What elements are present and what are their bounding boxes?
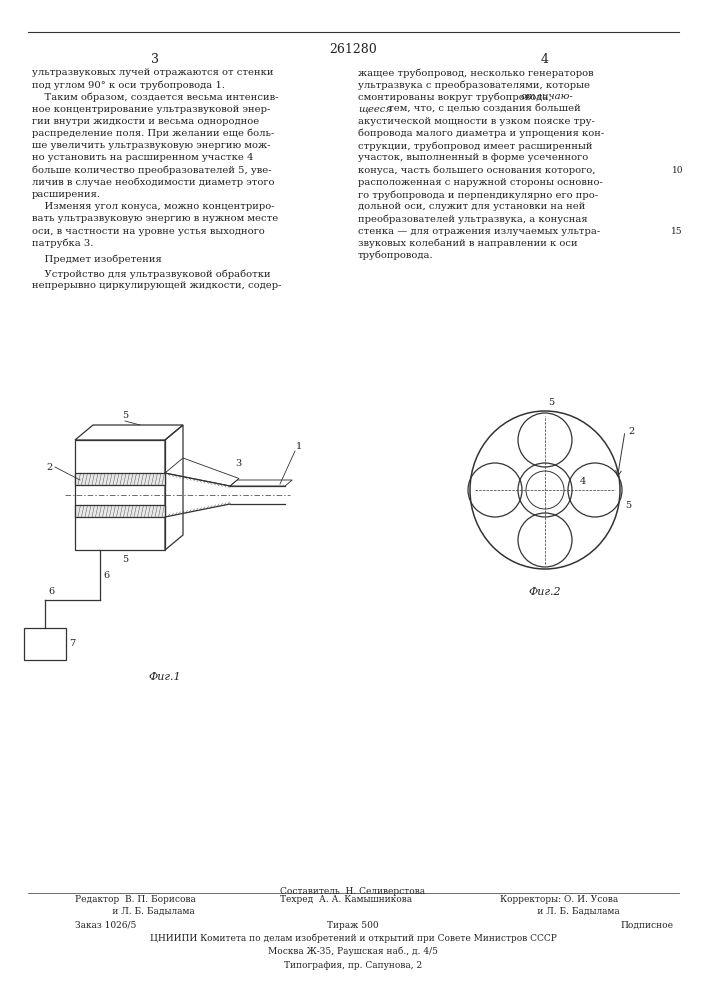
Text: непрерывно циркулирующей жидкости, содер-: непрерывно циркулирующей жидкости, содер…: [32, 281, 281, 290]
Text: 15: 15: [672, 227, 683, 236]
Text: 5: 5: [625, 500, 631, 510]
Bar: [75, 473, 165, 485]
Text: дольной оси, служит для установки на ней: дольной оси, служит для установки на ней: [358, 202, 585, 211]
Text: ное концентрирование ультразвуковой энер-: ное концентрирование ультразвуковой энер…: [32, 105, 270, 114]
Text: патрубка 3.: патрубка 3.: [32, 239, 93, 248]
Text: 261280: 261280: [329, 43, 377, 56]
Text: гии внутри жидкости и весьма однородное: гии внутри жидкости и весьма однородное: [32, 117, 259, 126]
Text: участок, выполненный в форме усеченного: участок, выполненный в форме усеченного: [358, 153, 588, 162]
Text: 4: 4: [580, 478, 586, 487]
Text: Таким образом, создается весьма интенсив-: Таким образом, создается весьма интенсив…: [32, 92, 279, 102]
Text: отличаю-: отличаю-: [521, 92, 574, 101]
Text: конуса, часть большего основания которого,: конуса, часть большего основания которог…: [358, 166, 595, 175]
Text: 2: 2: [628, 426, 634, 436]
Text: Типография, пр. Сапунова, 2: Типография, пр. Сапунова, 2: [284, 961, 422, 970]
Text: 2: 2: [47, 462, 53, 472]
Text: Подписное: Подписное: [620, 921, 673, 930]
Text: и Л. Б. Бадылама: и Л. Б. Бадылама: [75, 907, 194, 916]
Text: Техред  А. А. Камышникова: Техред А. А. Камышникова: [280, 895, 412, 904]
Text: ше увеличить ультразвуковую энергию мож-: ше увеличить ультразвуковую энергию мож-: [32, 141, 271, 150]
Text: го трубопровода и перпендикулярно его про-: го трубопровода и перпендикулярно его пр…: [358, 190, 598, 200]
Text: Предмет изобретения: Предмет изобретения: [32, 255, 162, 264]
Text: но установить на расширенном участке 4: но установить на расширенном участке 4: [32, 153, 254, 162]
Text: тем, что, с целью создания большей: тем, что, с целью создания большей: [385, 105, 580, 114]
Text: Устройство для ультразвуковой обработки: Устройство для ультразвуковой обработки: [32, 269, 271, 279]
Text: жащее трубопровод, несколько генераторов: жащее трубопровод, несколько генераторов: [358, 68, 594, 78]
Text: Тираж 500: Тираж 500: [327, 921, 379, 930]
Text: расположенная с наружной стороны основно-: расположенная с наружной стороны основно…: [358, 178, 603, 187]
Text: ультразвука с преобразователями, которые: ультразвука с преобразователями, которые: [358, 80, 590, 90]
Text: больше количество преобразователей 5, уве-: больше количество преобразователей 5, ув…: [32, 166, 271, 175]
Text: ультразвуковых лучей отражаются от стенки: ультразвуковых лучей отражаются от стенк…: [32, 68, 274, 77]
Text: акустической мощности в узком пояске тру-: акустической мощности в узком пояске тру…: [358, 117, 595, 126]
Text: Заказ 1026/5: Заказ 1026/5: [75, 921, 136, 930]
Text: преобразователей ультразвука, а конусная: преобразователей ультразвука, а конусная: [358, 214, 588, 224]
Text: Редактор  В. П. Борисова: Редактор В. П. Борисова: [75, 895, 196, 904]
Text: 4: 4: [541, 53, 549, 66]
Text: Фиг.1: Фиг.1: [148, 672, 181, 682]
Text: струкции, трубопровод имеет расширенный: струкции, трубопровод имеет расширенный: [358, 141, 592, 151]
Text: Корректоры: О. И. Усова: Корректоры: О. И. Усова: [500, 895, 618, 904]
Text: Москва Ж-35, Раушская наб., д. 4/5: Москва Ж-35, Раушская наб., д. 4/5: [268, 946, 438, 956]
Text: 5: 5: [122, 411, 128, 420]
Text: Фиг.2: Фиг.2: [529, 587, 561, 597]
Text: 3: 3: [235, 459, 241, 468]
Text: стенка — для отражения излучаемых ультра-: стенка — для отражения излучаемых ультра…: [358, 227, 600, 236]
Text: 1: 1: [296, 442, 303, 451]
Text: трубопровода.: трубопровода.: [358, 251, 433, 260]
Text: ЦНИИПИ Комитета по делам изобретений и открытий при Совете Министров СССР: ЦНИИПИ Комитета по делам изобретений и о…: [150, 934, 556, 943]
Text: смонтированы вокруг трубопровода,: смонтированы вокруг трубопровода,: [358, 92, 555, 102]
Bar: [24, 628, 66, 660]
Text: 5: 5: [548, 398, 554, 407]
Text: вать ультразвуковую энергию в нужном месте: вать ультразвуковую энергию в нужном мес…: [32, 214, 279, 223]
Text: 6: 6: [103, 570, 109, 580]
Bar: [75, 440, 165, 550]
Text: и Л. Б. Бадылама: и Л. Б. Бадылама: [500, 907, 620, 916]
Text: 10: 10: [672, 166, 683, 175]
Text: оси, в частности на уровне устья выходного: оси, в частности на уровне устья выходно…: [32, 227, 264, 236]
Text: под углом 90° к оси трубопровода 1.: под углом 90° к оси трубопровода 1.: [32, 80, 225, 90]
Bar: [75, 505, 165, 517]
Text: личив в случае необходимости диаметр этого: личив в случае необходимости диаметр это…: [32, 178, 274, 187]
Text: щееся: щееся: [358, 105, 392, 114]
Text: 7: 7: [69, 640, 75, 648]
Text: Изменяя угол конуса, можно концентриро-: Изменяя угол конуса, можно концентриро-: [32, 202, 274, 211]
Text: бопровода малого диаметра и упрощения кон-: бопровода малого диаметра и упрощения ко…: [358, 129, 604, 138]
Text: Составитель  Н. Селиверстова: Составитель Н. Селиверстова: [281, 887, 426, 896]
Text: расширения.: расширения.: [32, 190, 101, 199]
Text: 5: 5: [122, 555, 128, 564]
Text: распределение поля. При желании еще боль-: распределение поля. При желании еще боль…: [32, 129, 274, 138]
Text: 3: 3: [151, 53, 159, 66]
Text: звуковых колебаний в направлении к оси: звуковых колебаний в направлении к оси: [358, 239, 578, 248]
Text: 6: 6: [48, 587, 54, 596]
